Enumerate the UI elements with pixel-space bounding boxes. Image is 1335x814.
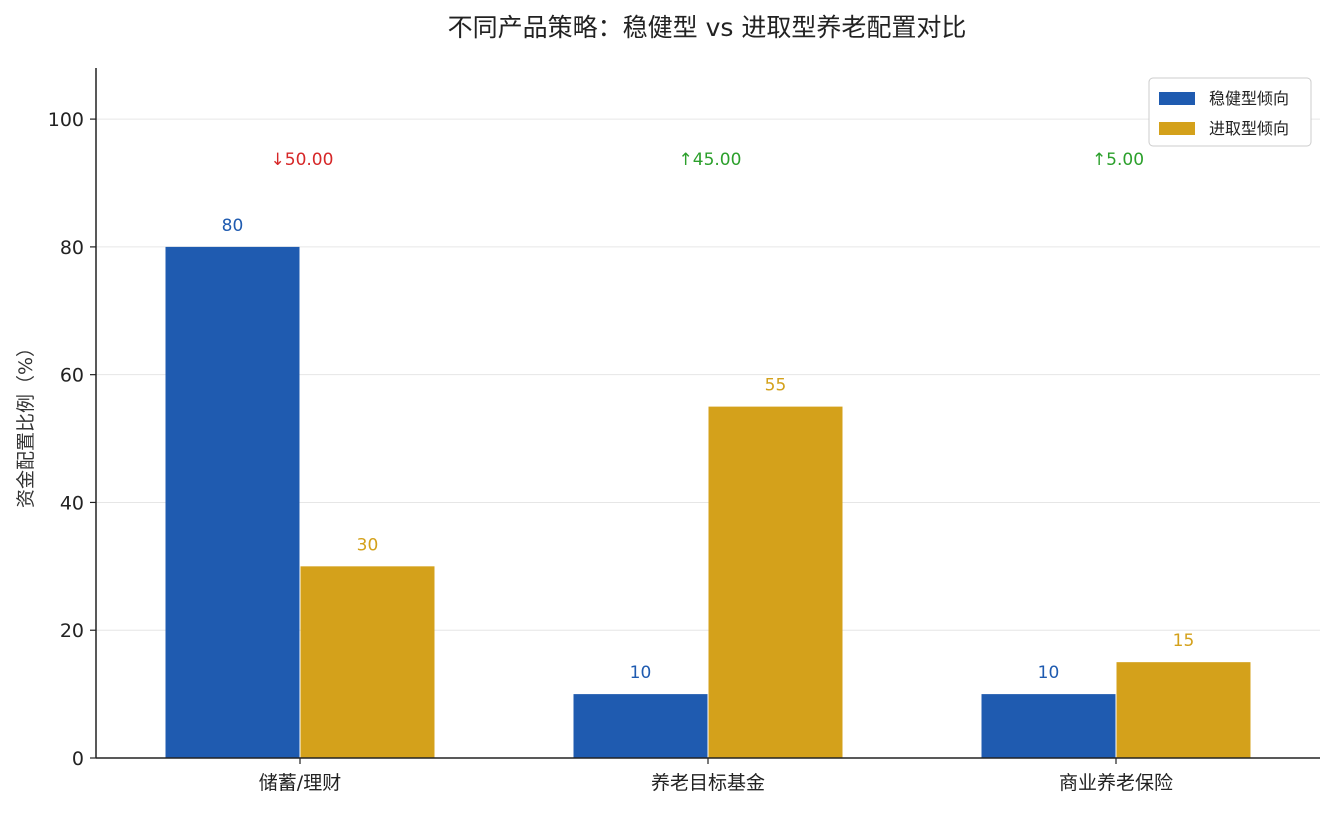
legend-label: 进取型倾向 [1209, 119, 1289, 138]
bar-aggressive [708, 406, 843, 758]
y-axis-label: 资金配置比例（%） [15, 338, 37, 508]
x-tick-label: 商业养老保险 [1059, 772, 1173, 794]
y-tick-label: 0 [72, 748, 84, 770]
y-tick-label: 100 [48, 109, 84, 131]
value-labels: 80 30 ↓50.00 10 55 ↑45.00 10 15 ↑5.00 [222, 150, 1195, 683]
bar-conservative [981, 694, 1116, 758]
legend-label: 稳健型倾向 [1209, 89, 1289, 108]
bars [165, 246, 1251, 758]
value-label: 15 [1173, 631, 1195, 651]
bar-conservative [573, 694, 708, 758]
legend-swatch-aggressive [1159, 122, 1195, 135]
y-tick-label: 40 [60, 492, 84, 514]
value-label: 80 [222, 216, 244, 236]
difference-label: ↑5.00 [1092, 150, 1144, 170]
bar-aggressive [1116, 662, 1251, 758]
y-tick-label: 80 [60, 237, 84, 259]
bar-conservative [165, 246, 300, 758]
x-tick-label: 储蓄/理财 [259, 772, 341, 794]
x-tick-label: 养老目标基金 [651, 772, 765, 794]
difference-label: ↑45.00 [679, 150, 742, 170]
y-tick-label: 20 [60, 620, 84, 642]
legend-swatch-conservative [1159, 92, 1195, 105]
y-tick-label: 60 [60, 365, 84, 387]
value-label: 30 [357, 535, 379, 555]
value-label: 10 [1038, 663, 1060, 683]
value-label: 55 [765, 376, 787, 396]
value-label: 10 [630, 663, 652, 683]
axes: 0 20 40 60 80 100 储蓄/理财 养老目标基金 商业养老保险 [48, 68, 1320, 794]
bar-aggressive [300, 566, 435, 758]
difference-label: ↓50.00 [271, 150, 334, 170]
chart-title: 不同产品策略：稳健型 vs 进取型养老配置对比 [448, 13, 967, 42]
